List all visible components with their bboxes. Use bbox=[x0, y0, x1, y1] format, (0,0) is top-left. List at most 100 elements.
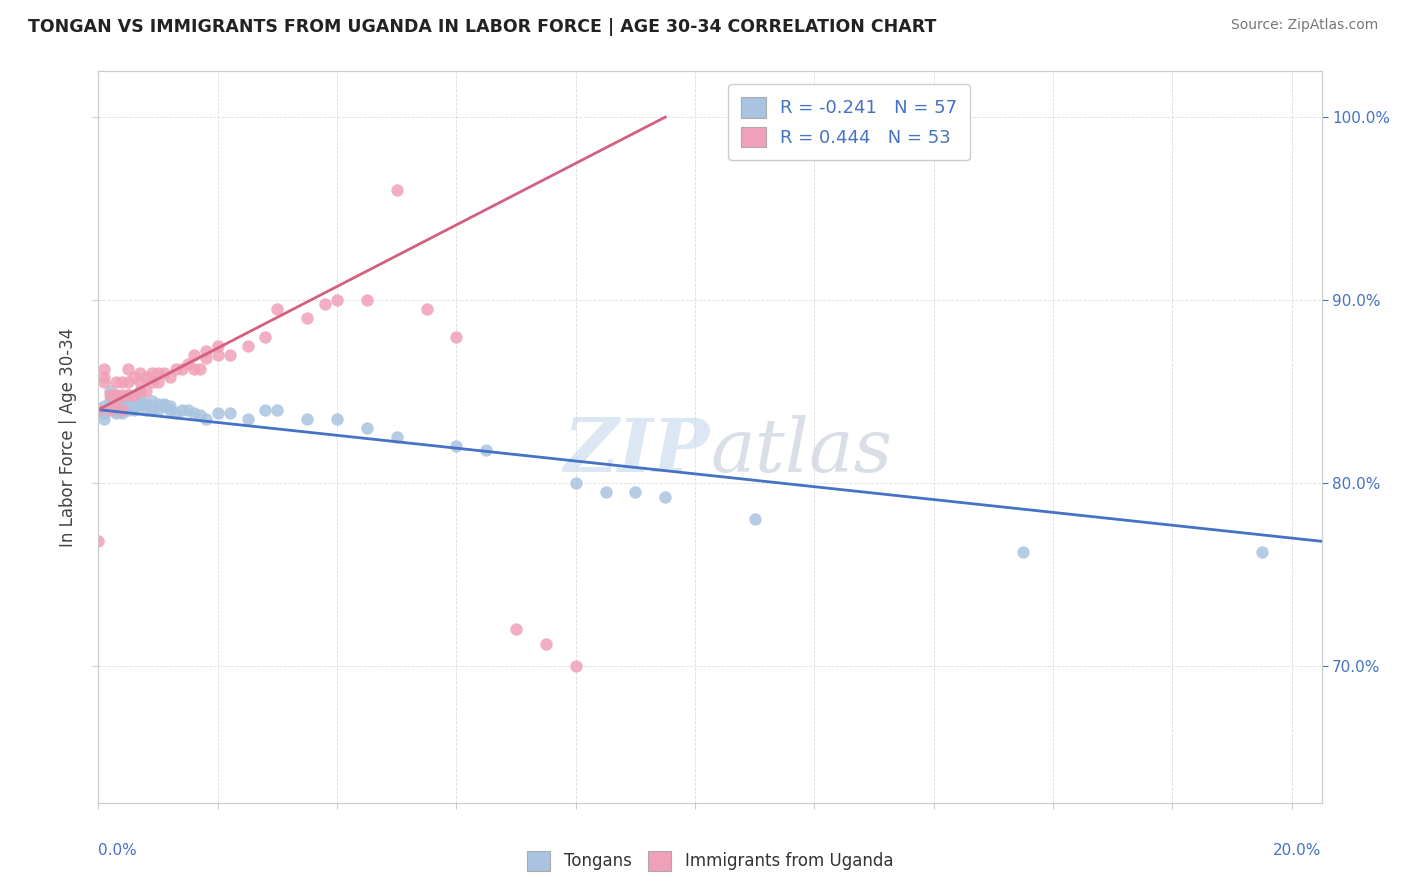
Point bbox=[534, 637, 557, 651]
Point bbox=[565, 658, 588, 673]
Point bbox=[236, 411, 259, 425]
Point bbox=[111, 393, 134, 408]
Point bbox=[654, 491, 676, 505]
Point bbox=[188, 362, 211, 376]
Point bbox=[218, 406, 240, 420]
Point bbox=[446, 329, 468, 343]
Point bbox=[194, 344, 217, 359]
Point bbox=[98, 393, 121, 408]
Point bbox=[159, 399, 181, 413]
Point bbox=[159, 369, 181, 384]
Point bbox=[146, 397, 169, 411]
Point bbox=[93, 362, 115, 376]
Point bbox=[117, 375, 139, 389]
Point bbox=[183, 362, 205, 376]
Point bbox=[117, 388, 139, 402]
Point bbox=[135, 397, 157, 411]
Point bbox=[129, 384, 152, 399]
Point bbox=[356, 421, 378, 435]
Point bbox=[105, 393, 128, 408]
Point bbox=[266, 301, 288, 316]
Point bbox=[415, 301, 437, 316]
Point bbox=[218, 348, 240, 362]
Point bbox=[177, 402, 200, 417]
Point bbox=[236, 338, 259, 352]
Point bbox=[170, 402, 193, 417]
Point bbox=[117, 402, 139, 417]
Point bbox=[129, 375, 152, 389]
Point bbox=[153, 397, 176, 411]
Point bbox=[314, 296, 336, 310]
Point bbox=[153, 399, 176, 413]
Point bbox=[165, 406, 187, 420]
Point bbox=[153, 366, 176, 380]
Text: ZIP: ZIP bbox=[564, 416, 710, 488]
Point bbox=[98, 388, 121, 402]
Point bbox=[135, 402, 157, 417]
Point bbox=[141, 393, 163, 408]
Point bbox=[183, 348, 205, 362]
Point bbox=[87, 402, 110, 417]
Point bbox=[326, 293, 349, 307]
Point bbox=[254, 402, 277, 417]
Text: 0.0%: 0.0% bbox=[98, 843, 138, 858]
Point bbox=[141, 366, 163, 380]
Point bbox=[207, 338, 229, 352]
Point bbox=[105, 388, 128, 402]
Point bbox=[105, 388, 128, 402]
Point bbox=[105, 375, 128, 389]
Point bbox=[93, 406, 115, 420]
Point bbox=[122, 388, 145, 402]
Point bbox=[141, 375, 163, 389]
Point bbox=[744, 512, 766, 526]
Point bbox=[565, 475, 588, 490]
Legend: Tongans, Immigrants from Uganda: Tongans, Immigrants from Uganda bbox=[515, 839, 905, 882]
Point bbox=[446, 439, 468, 453]
Point bbox=[98, 384, 121, 399]
Text: atlas: atlas bbox=[710, 416, 893, 488]
Point bbox=[207, 348, 229, 362]
Point bbox=[87, 402, 110, 417]
Point bbox=[135, 369, 157, 384]
Point bbox=[297, 311, 319, 326]
Point bbox=[326, 411, 349, 425]
Y-axis label: In Labor Force | Age 30-34: In Labor Force | Age 30-34 bbox=[59, 327, 77, 547]
Point bbox=[475, 442, 498, 457]
Point bbox=[93, 375, 115, 389]
Point bbox=[146, 375, 169, 389]
Point bbox=[93, 399, 115, 413]
Point bbox=[111, 399, 134, 413]
Point bbox=[135, 384, 157, 399]
Point bbox=[117, 388, 139, 402]
Point bbox=[129, 393, 152, 408]
Point bbox=[87, 534, 110, 549]
Point bbox=[194, 351, 217, 366]
Text: 20.0%: 20.0% bbox=[1274, 843, 1322, 858]
Point bbox=[111, 406, 134, 420]
Point bbox=[177, 357, 200, 371]
Point bbox=[98, 402, 121, 417]
Point bbox=[105, 402, 128, 417]
Text: TONGAN VS IMMIGRANTS FROM UGANDA IN LABOR FORCE | AGE 30-34 CORRELATION CHART: TONGAN VS IMMIGRANTS FROM UGANDA IN LABO… bbox=[28, 18, 936, 36]
Point bbox=[122, 402, 145, 417]
Point bbox=[117, 395, 139, 409]
Point bbox=[111, 375, 134, 389]
Point bbox=[117, 362, 139, 376]
Point bbox=[129, 388, 152, 402]
Point bbox=[93, 369, 115, 384]
Point bbox=[297, 411, 319, 425]
Point bbox=[188, 408, 211, 422]
Point bbox=[194, 411, 217, 425]
Point bbox=[93, 411, 115, 425]
Point bbox=[385, 183, 408, 197]
Point bbox=[356, 293, 378, 307]
Point bbox=[105, 397, 128, 411]
Point bbox=[129, 366, 152, 380]
Text: Source: ZipAtlas.com: Source: ZipAtlas.com bbox=[1230, 18, 1378, 32]
Point bbox=[385, 430, 408, 444]
Point bbox=[170, 362, 193, 376]
Point bbox=[122, 399, 145, 413]
Point bbox=[122, 369, 145, 384]
Point bbox=[159, 402, 181, 417]
Point bbox=[207, 406, 229, 420]
